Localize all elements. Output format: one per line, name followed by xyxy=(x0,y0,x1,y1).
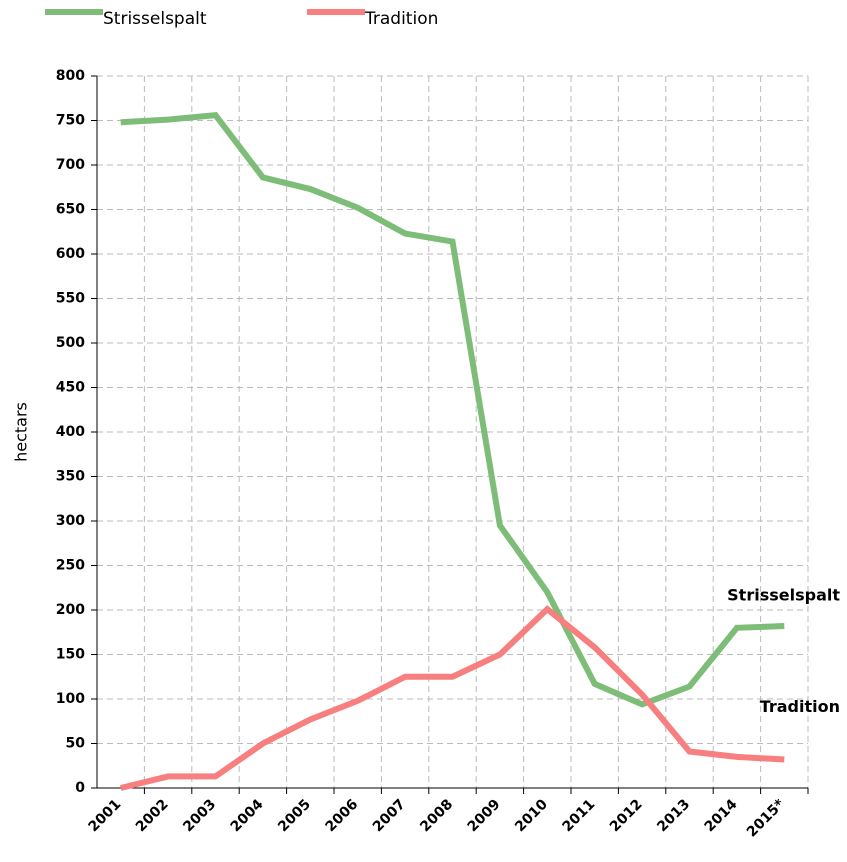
y-tick-label: 200 xyxy=(56,602,85,618)
x-tick-label: 2014 xyxy=(702,796,741,835)
x-tick-label: 2001 xyxy=(85,796,124,835)
x-tick-label: 2011 xyxy=(559,796,598,835)
x-tick-label: 2004 xyxy=(228,796,267,835)
series-line xyxy=(119,605,785,791)
y-tick-label: 400 xyxy=(56,424,85,440)
y-tick-label: 300 xyxy=(56,513,85,529)
annotation: Strisselspalt xyxy=(727,586,840,605)
x-tick-label: 2009 xyxy=(465,796,504,835)
x-tick-label: 2006 xyxy=(322,796,361,835)
x-tick-label: 2002 xyxy=(133,796,172,835)
x-tick-label: 2012 xyxy=(607,796,646,835)
legend-label: Tradition xyxy=(364,9,438,29)
y-tick-label: 250 xyxy=(56,558,85,574)
y-tick-label: 350 xyxy=(56,469,85,485)
x-tick-label: 2015* xyxy=(744,796,789,841)
x-tick-label: 2007 xyxy=(370,796,409,835)
y-tick-label: 750 xyxy=(56,113,85,129)
series-line xyxy=(120,112,785,708)
y-tick-label: 600 xyxy=(56,246,85,262)
y-tick-label: 450 xyxy=(56,380,85,396)
y-tick-label: 50 xyxy=(66,736,86,752)
x-tick-label: 2005 xyxy=(275,796,314,835)
y-tick-label: 150 xyxy=(56,647,85,663)
x-tick-label: 2010 xyxy=(512,796,551,835)
y-tick-label: 550 xyxy=(56,291,85,307)
y-tick-label: 800 xyxy=(56,68,85,84)
legend-label: Strisselspalt xyxy=(103,9,207,29)
x-tick-label: 2013 xyxy=(654,796,693,835)
x-tick-label: 2008 xyxy=(417,796,456,835)
y-tick-label: 650 xyxy=(56,202,85,218)
y-axis-label: hectars xyxy=(12,402,31,462)
y-tick-label: 700 xyxy=(56,157,85,173)
y-tick-label: 100 xyxy=(56,691,85,707)
y-tick-label: 0 xyxy=(75,780,85,796)
annotation: Tradition xyxy=(760,697,840,716)
x-tick-label: 2003 xyxy=(180,796,219,835)
y-tick-label: 500 xyxy=(56,335,85,351)
